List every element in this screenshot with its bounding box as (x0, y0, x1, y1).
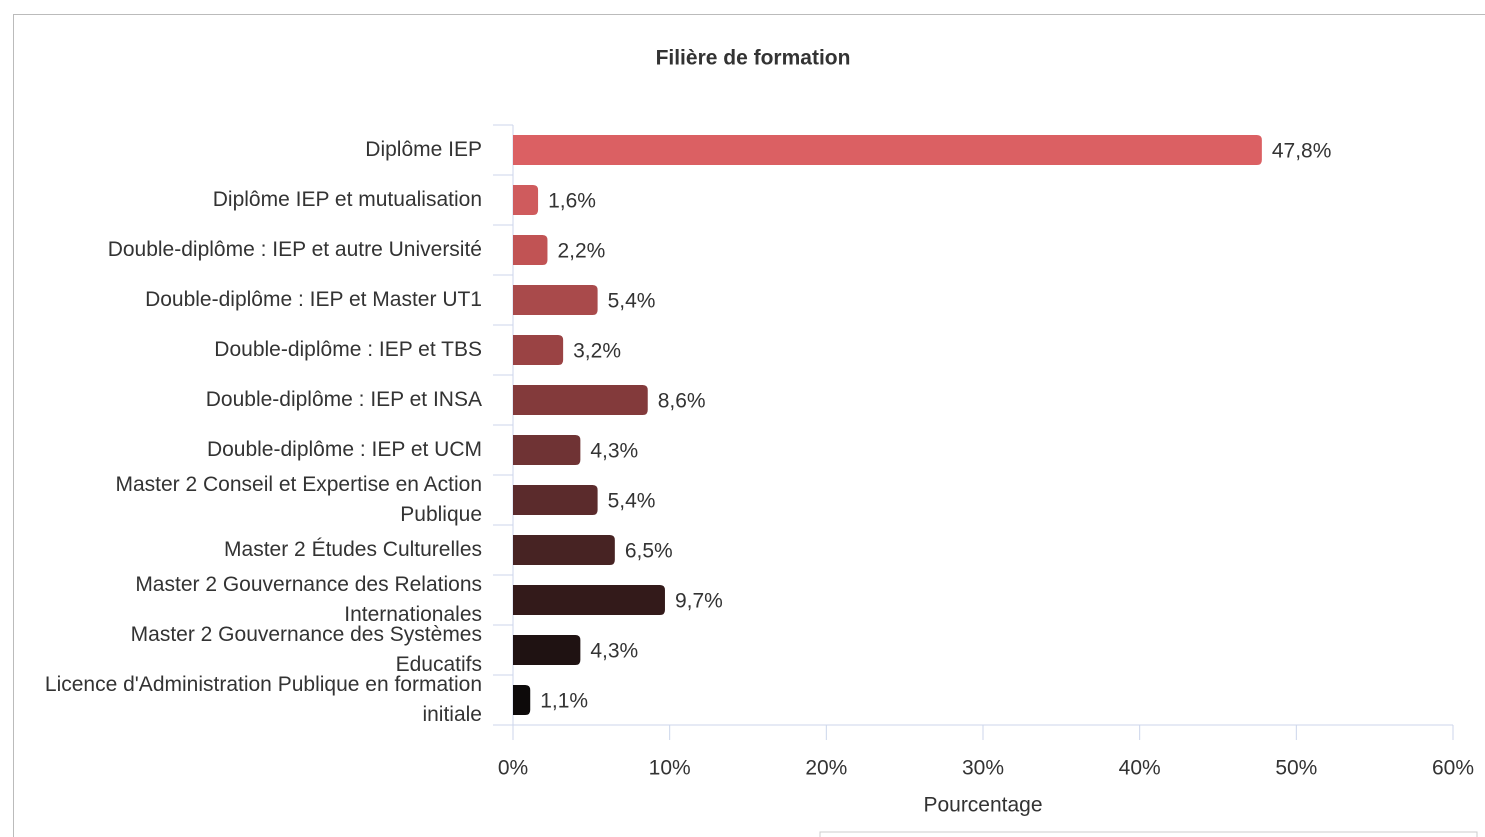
y-tick-label: Double-diplôme : IEP et autre Université (107, 238, 482, 261)
bar (513, 485, 598, 515)
data-label: 4,3% (590, 440, 638, 463)
bar (513, 585, 665, 615)
x-tick-label: 60% (1432, 757, 1474, 780)
bar (513, 135, 1262, 165)
y-tick-label: Double-diplôme : IEP et UCM (206, 438, 482, 461)
bar (513, 235, 548, 265)
y-tick-label: Master 2 Conseil et Expertise en Action … (115, 473, 482, 526)
data-label: 5,4% (608, 490, 656, 513)
chart-title: Filière de formation (656, 47, 851, 70)
data-label: 8,6% (658, 390, 706, 413)
bar (513, 185, 539, 215)
y-tick-label: Master 2 Études Culturelles (224, 538, 482, 561)
x-tick-label: 30% (962, 757, 1004, 780)
frame (13, 14, 1485, 837)
x-tick-label: 10% (649, 757, 691, 780)
bar (513, 535, 615, 565)
data-label: 4,3% (590, 640, 638, 663)
x-tick-label: 20% (805, 757, 847, 780)
data-label: 1,6% (548, 190, 596, 213)
bar (513, 285, 598, 315)
bar (513, 685, 531, 715)
data-label: 9,7% (675, 590, 723, 613)
y-tick-label: Diplôme IEP (365, 138, 482, 161)
x-axis-label: Pourcentage (923, 794, 1042, 817)
x-tick-label: 50% (1275, 757, 1317, 780)
credits-box (819, 831, 1478, 837)
bar (513, 335, 564, 365)
x-tick-label: 40% (1119, 757, 1161, 780)
y-tick-label: Diplôme IEP et mutualisation (212, 188, 482, 211)
x-tick-label: 0% (498, 757, 528, 780)
data-label: 5,4% (608, 290, 656, 313)
y-tick-label: Master 2 Gouvernance des Systèmes Educat… (130, 623, 482, 676)
y-tick-label: Double-diplôme : IEP et Master UT1 (145, 288, 482, 311)
bar (513, 635, 581, 665)
data-label: 47,8% (1272, 140, 1332, 163)
data-label: 1,1% (540, 690, 588, 713)
data-label: 6,5% (625, 540, 673, 563)
y-tick-label: Double-diplôme : IEP et INSA (205, 388, 482, 411)
data-label: 2,2% (557, 240, 605, 263)
bar (513, 435, 581, 465)
y-tick-label: Double-diplôme : IEP et TBS (214, 338, 482, 361)
bar (513, 385, 648, 415)
y-tick-label: Master 2 Gouvernance des Relations Inter… (135, 573, 482, 626)
y-tick-label: Licence d'Administration Publique en for… (44, 673, 482, 726)
data-label: 3,2% (573, 340, 621, 363)
